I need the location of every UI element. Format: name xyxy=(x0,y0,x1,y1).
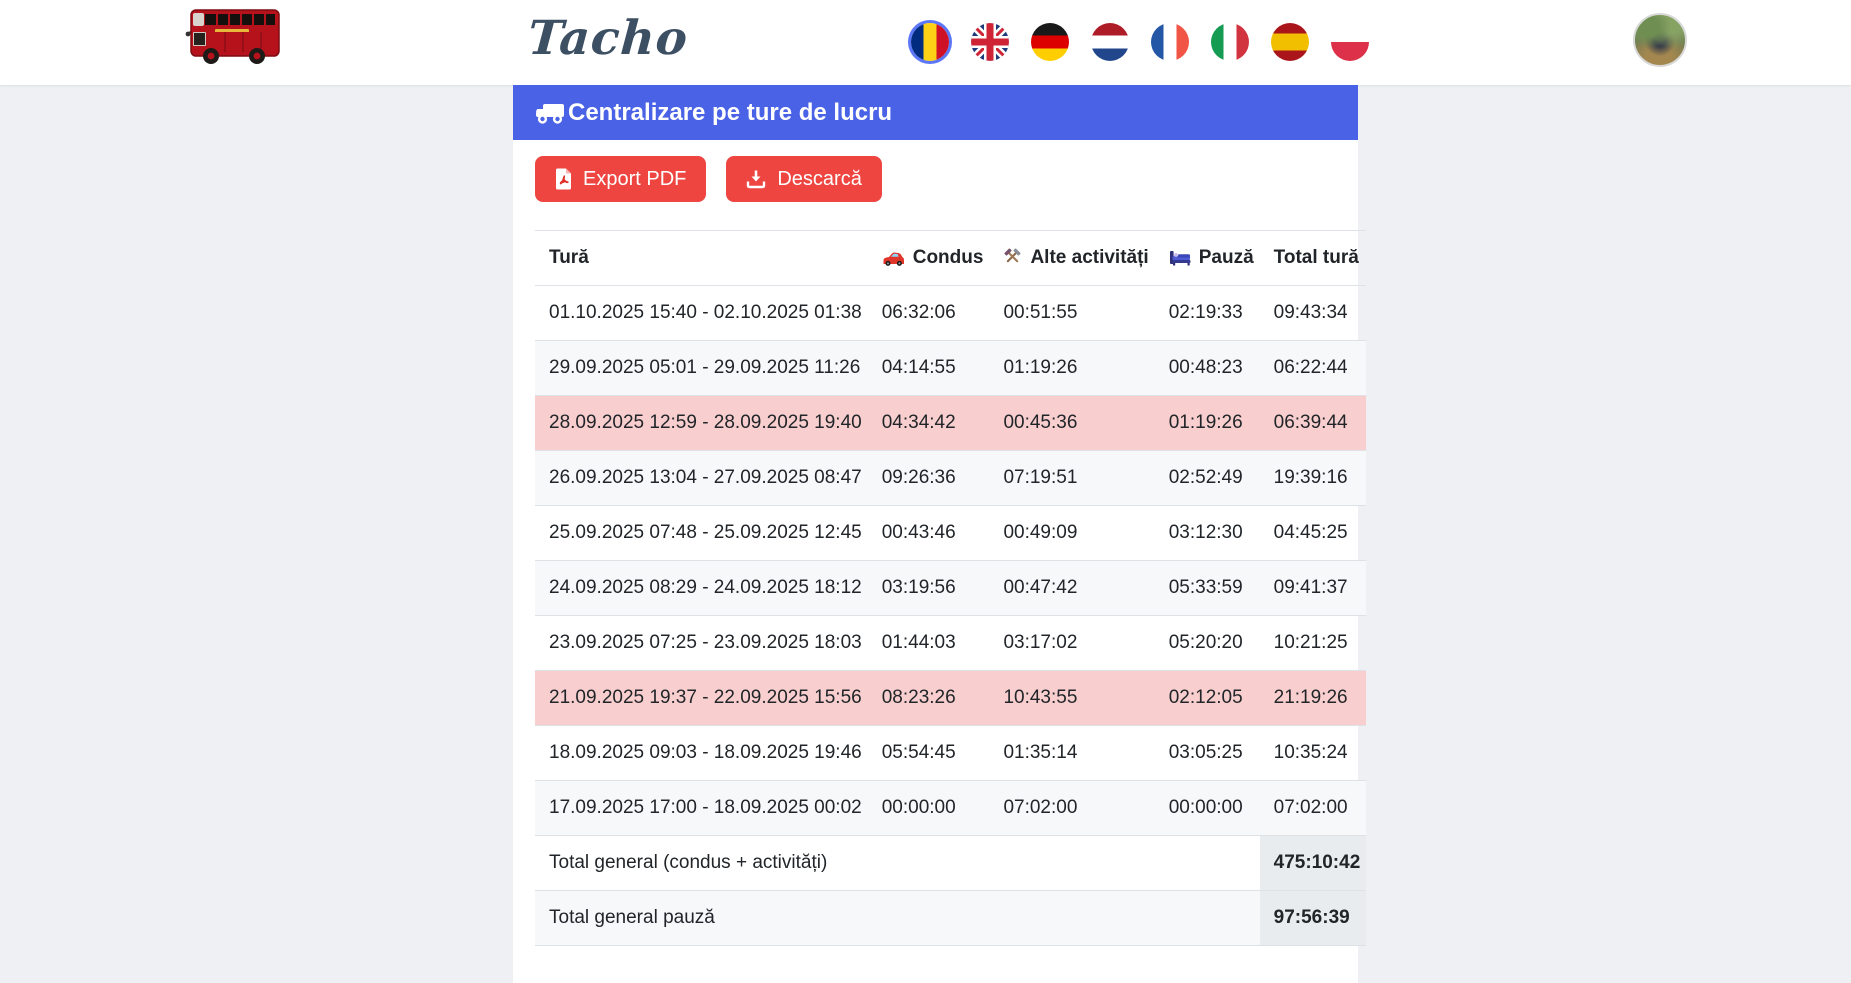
language-flag-dutch-icon[interactable] xyxy=(1091,23,1129,61)
language-switcher xyxy=(911,23,1369,61)
grand-total-pause-row: Total general pauză 97:56:39 xyxy=(535,890,1367,946)
language-flag-romania-icon[interactable] xyxy=(911,23,949,61)
language-flag-german-icon[interactable] xyxy=(1031,23,1069,61)
grand-total-row: Total general (condus + activități) 475:… xyxy=(535,835,1367,891)
language-flag-english-icon[interactable] xyxy=(971,23,1009,61)
top-nav: Tacho xyxy=(0,0,1851,85)
grand-total-value: 475:10:42 xyxy=(1259,835,1367,891)
uk-flag-icon xyxy=(971,23,1009,61)
card-header: Centralizare pe ture de lucru xyxy=(513,85,1358,140)
shifts-table: Tură Condus xyxy=(535,230,1367,946)
france-flag-icon xyxy=(1151,23,1189,61)
column-header-total-tura: Total tură xyxy=(1259,230,1367,286)
grand-total-label: Total general (condus + activități) xyxy=(535,835,1260,891)
bed-icon xyxy=(1169,251,1191,266)
germany-flag-icon xyxy=(1031,23,1069,61)
shift-row-highlighted: 28.09.2025 12:59 - 28.09.2025 19:40 04:34… xyxy=(535,395,1367,451)
shift-row: 25.09.2025 07:48 - 25.09.2025 12:45 00:43… xyxy=(535,505,1367,561)
grand-total-pause-value: 97:56:39 xyxy=(1259,890,1367,946)
truck-icon xyxy=(536,103,564,124)
shift-summary-card: Centralizare pe ture de lucru Export PDF… xyxy=(513,85,1367,983)
bus-logo-icon xyxy=(185,9,280,64)
column-header-pauza: Pauză xyxy=(1154,230,1260,286)
shift-row: 23.09.2025 07:25 - 23.09.2025 18:03 01:44… xyxy=(535,615,1367,671)
download-icon xyxy=(747,170,766,189)
export-pdf-label: Export PDF xyxy=(583,167,687,190)
download-label: Descarcă xyxy=(777,167,862,190)
netherlands-flag-icon xyxy=(1091,23,1129,61)
car-icon xyxy=(883,252,904,266)
shift-row: 17.09.2025 17:00 - 18.09.2025 00:02 00:00… xyxy=(535,780,1367,836)
shift-row: 01.10.2025 15:40 - 02.10.2025 01:38 06:32… xyxy=(535,285,1367,341)
column-header-condus: Condus xyxy=(867,230,990,286)
poland-flag-icon xyxy=(1331,23,1369,61)
language-flag-spanish-icon[interactable] xyxy=(1271,23,1309,61)
tools-icon xyxy=(1004,248,1021,263)
column-header-tura: Tură xyxy=(535,230,868,286)
spain-flag-icon xyxy=(1271,23,1309,61)
shift-row: 26.09.2025 13:04 - 27.09.2025 08:47 09:26… xyxy=(535,450,1367,506)
app-title: Tacho xyxy=(526,11,691,66)
card-body: Export PDF Descarcă Tură xyxy=(513,140,1367,946)
shift-row: 18.09.2025 09:03 - 18.09.2025 19:46 05:54… xyxy=(535,725,1367,781)
pdf-file-icon xyxy=(556,168,571,190)
shift-row: 29.09.2025 05:01 - 29.09.2025 11:26 04:14… xyxy=(535,340,1367,396)
export-pdf-button[interactable]: Export PDF xyxy=(535,156,707,202)
panel-title: Centralizare pe ture de lucru xyxy=(568,98,893,126)
romania-flag-icon xyxy=(911,23,949,61)
column-header-alte-activitati: Alte activități xyxy=(989,230,1155,286)
language-flag-polish-icon[interactable] xyxy=(1331,23,1369,61)
language-flag-italian-icon[interactable] xyxy=(1211,23,1249,61)
shift-row-highlighted: 21.09.2025 19:37 - 22.09.2025 15:56 08:23… xyxy=(535,670,1367,726)
grand-total-pause-label: Total general pauză xyxy=(535,890,1260,946)
download-button[interactable]: Descarcă xyxy=(726,156,882,202)
user-avatar[interactable] xyxy=(1633,13,1687,67)
actions-toolbar: Export PDF Descarcă xyxy=(535,156,1337,202)
shift-row: 24.09.2025 08:29 - 24.09.2025 18:12 03:19… xyxy=(535,560,1367,616)
language-flag-french-icon[interactable] xyxy=(1151,23,1189,61)
table-header-row: Tură Condus xyxy=(535,230,1367,286)
italy-flag-icon xyxy=(1211,23,1249,61)
